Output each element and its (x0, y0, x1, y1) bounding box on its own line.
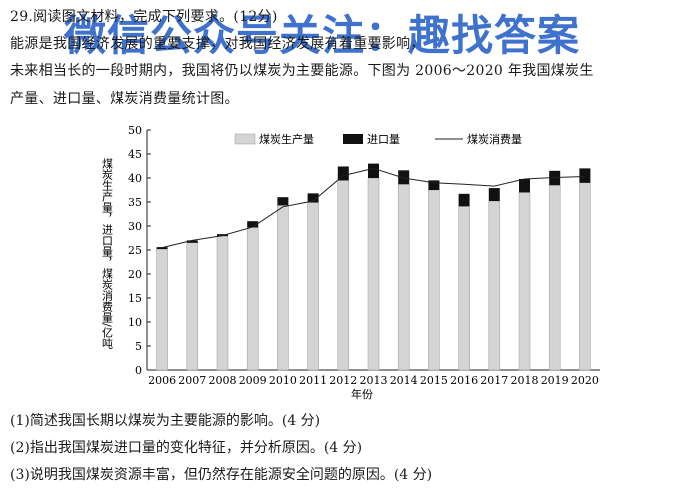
legend-label-production: 煤炭生产量 (259, 132, 314, 146)
paragraph-line-1: 能源是我国经济发展的重要支撑，对我国经济发展有着重要影响， (10, 36, 425, 52)
bar-production (548, 184, 561, 371)
x-axis-label: 年份 (351, 387, 373, 401)
bar-production (458, 206, 470, 371)
bar-import (337, 166, 349, 181)
x-tick-label: 2006 (148, 374, 176, 387)
legend-swatch-production (234, 133, 256, 145)
bar-production (216, 235, 229, 371)
x-axis: 2006 2007 2008 2009 2010 2011 2012 2013 2014 2015… (147, 369, 600, 387)
paragraph-line-2: 未来相当长的一段时期内，我国将仍以煤炭为主要能源。下图为 2006～2020 年… (10, 63, 594, 79)
sub-question-3: (3)说明我国煤炭资源丰富，但仍然存在能源安全问题的原因。(4 分) (10, 467, 433, 483)
y-tick-label: 30 (128, 220, 142, 233)
y-tick-label: 25 (128, 244, 142, 257)
bar-production (186, 242, 199, 371)
y-tick-label: 20 (128, 268, 142, 281)
x-tick-label: 2008 (209, 374, 237, 387)
coal-chart: 煤炭生产量，进口量，煤炭消费量/亿吨 05101520253035404550 … (101, 124, 600, 401)
bar-production (428, 189, 440, 371)
bar-import (579, 168, 591, 183)
y-tick-label: 50 (128, 124, 142, 137)
bars-group (156, 163, 591, 371)
question-heading: 29.阅读图文材料，完成下列要求。(12分) (10, 9, 278, 25)
y-tick-label: 45 (128, 148, 142, 161)
bar-import (398, 170, 410, 185)
bar-import (307, 193, 319, 203)
x-tick-label: 2010 (269, 374, 297, 387)
sub-question-1: (1)简述我国长期以煤炭为主要能源的影响。(4 分) (10, 413, 321, 429)
x-tick-label: 2007 (178, 374, 206, 387)
x-tick-label: 2018 (511, 374, 539, 387)
watermark-text: 微信公众号关注：趣找答案 (64, 11, 581, 60)
consumption-line (161, 167, 585, 249)
bar-production (579, 182, 591, 371)
y-axis-label-text: 煤炭生产量，进口量，煤炭消费量/亿吨 (101, 158, 114, 349)
bar-import (428, 180, 440, 190)
y-axis: 0 5 10 15 20 25 30 35 40 45 50 (128, 124, 151, 377)
bar-production (156, 248, 168, 371)
x-tick-label: 2009 (239, 374, 267, 387)
y-tick-label: 40 (128, 172, 142, 185)
legend-label-consumption: 煤炭消费量 (467, 132, 522, 146)
x-tick-label: 2015 (420, 374, 448, 387)
y-axis-label: 煤炭生产量，进口量，煤炭消费量/亿吨 (101, 158, 114, 349)
bar-import (458, 193, 470, 207)
legend-label-import: 进口量 (367, 133, 400, 146)
bar-production (397, 183, 410, 371)
x-tick-label: 2017 (480, 374, 508, 387)
x-tick-label: 2012 (329, 374, 357, 387)
bar-import (247, 221, 259, 228)
y-tick-label: 5 (135, 340, 142, 353)
bar-production (337, 180, 350, 371)
y-tick-label: 10 (128, 316, 142, 329)
sub-question-2: (2)指出我国煤炭进口量的变化特征，并分析原因。(4 分) (10, 440, 363, 456)
bar-import (519, 178, 530, 193)
consumption-line-group (161, 167, 585, 249)
x-tick-label: 2016 (450, 374, 478, 387)
x-tick-label: 2011 (299, 374, 327, 387)
y-tick-label: 15 (128, 292, 142, 305)
bar-import (368, 163, 379, 178)
bar-import (156, 247, 168, 250)
y-tick-label: 35 (128, 196, 142, 209)
bar-import (186, 240, 198, 243)
bar-production (277, 205, 289, 371)
x-tick-label: 2020 (571, 374, 599, 387)
bar-import (277, 197, 289, 206)
bar-production (488, 200, 501, 371)
y-tick-label: 0 (135, 364, 142, 377)
bar-import (488, 188, 500, 202)
bar-production (307, 202, 319, 371)
x-tick-label: 2014 (390, 374, 418, 387)
bar-production (367, 177, 380, 371)
x-tick-label: 2013 (360, 374, 388, 387)
paragraph-line-3: 产量、进口量、煤炭消费量统计图。 (10, 91, 239, 107)
bar-production (246, 227, 259, 371)
legend: 煤炭生产量 进口量 煤炭消费量 (234, 132, 522, 146)
bar-production (518, 192, 531, 371)
x-tick-label: 2019 (541, 374, 569, 387)
legend-swatch-import (343, 134, 363, 144)
